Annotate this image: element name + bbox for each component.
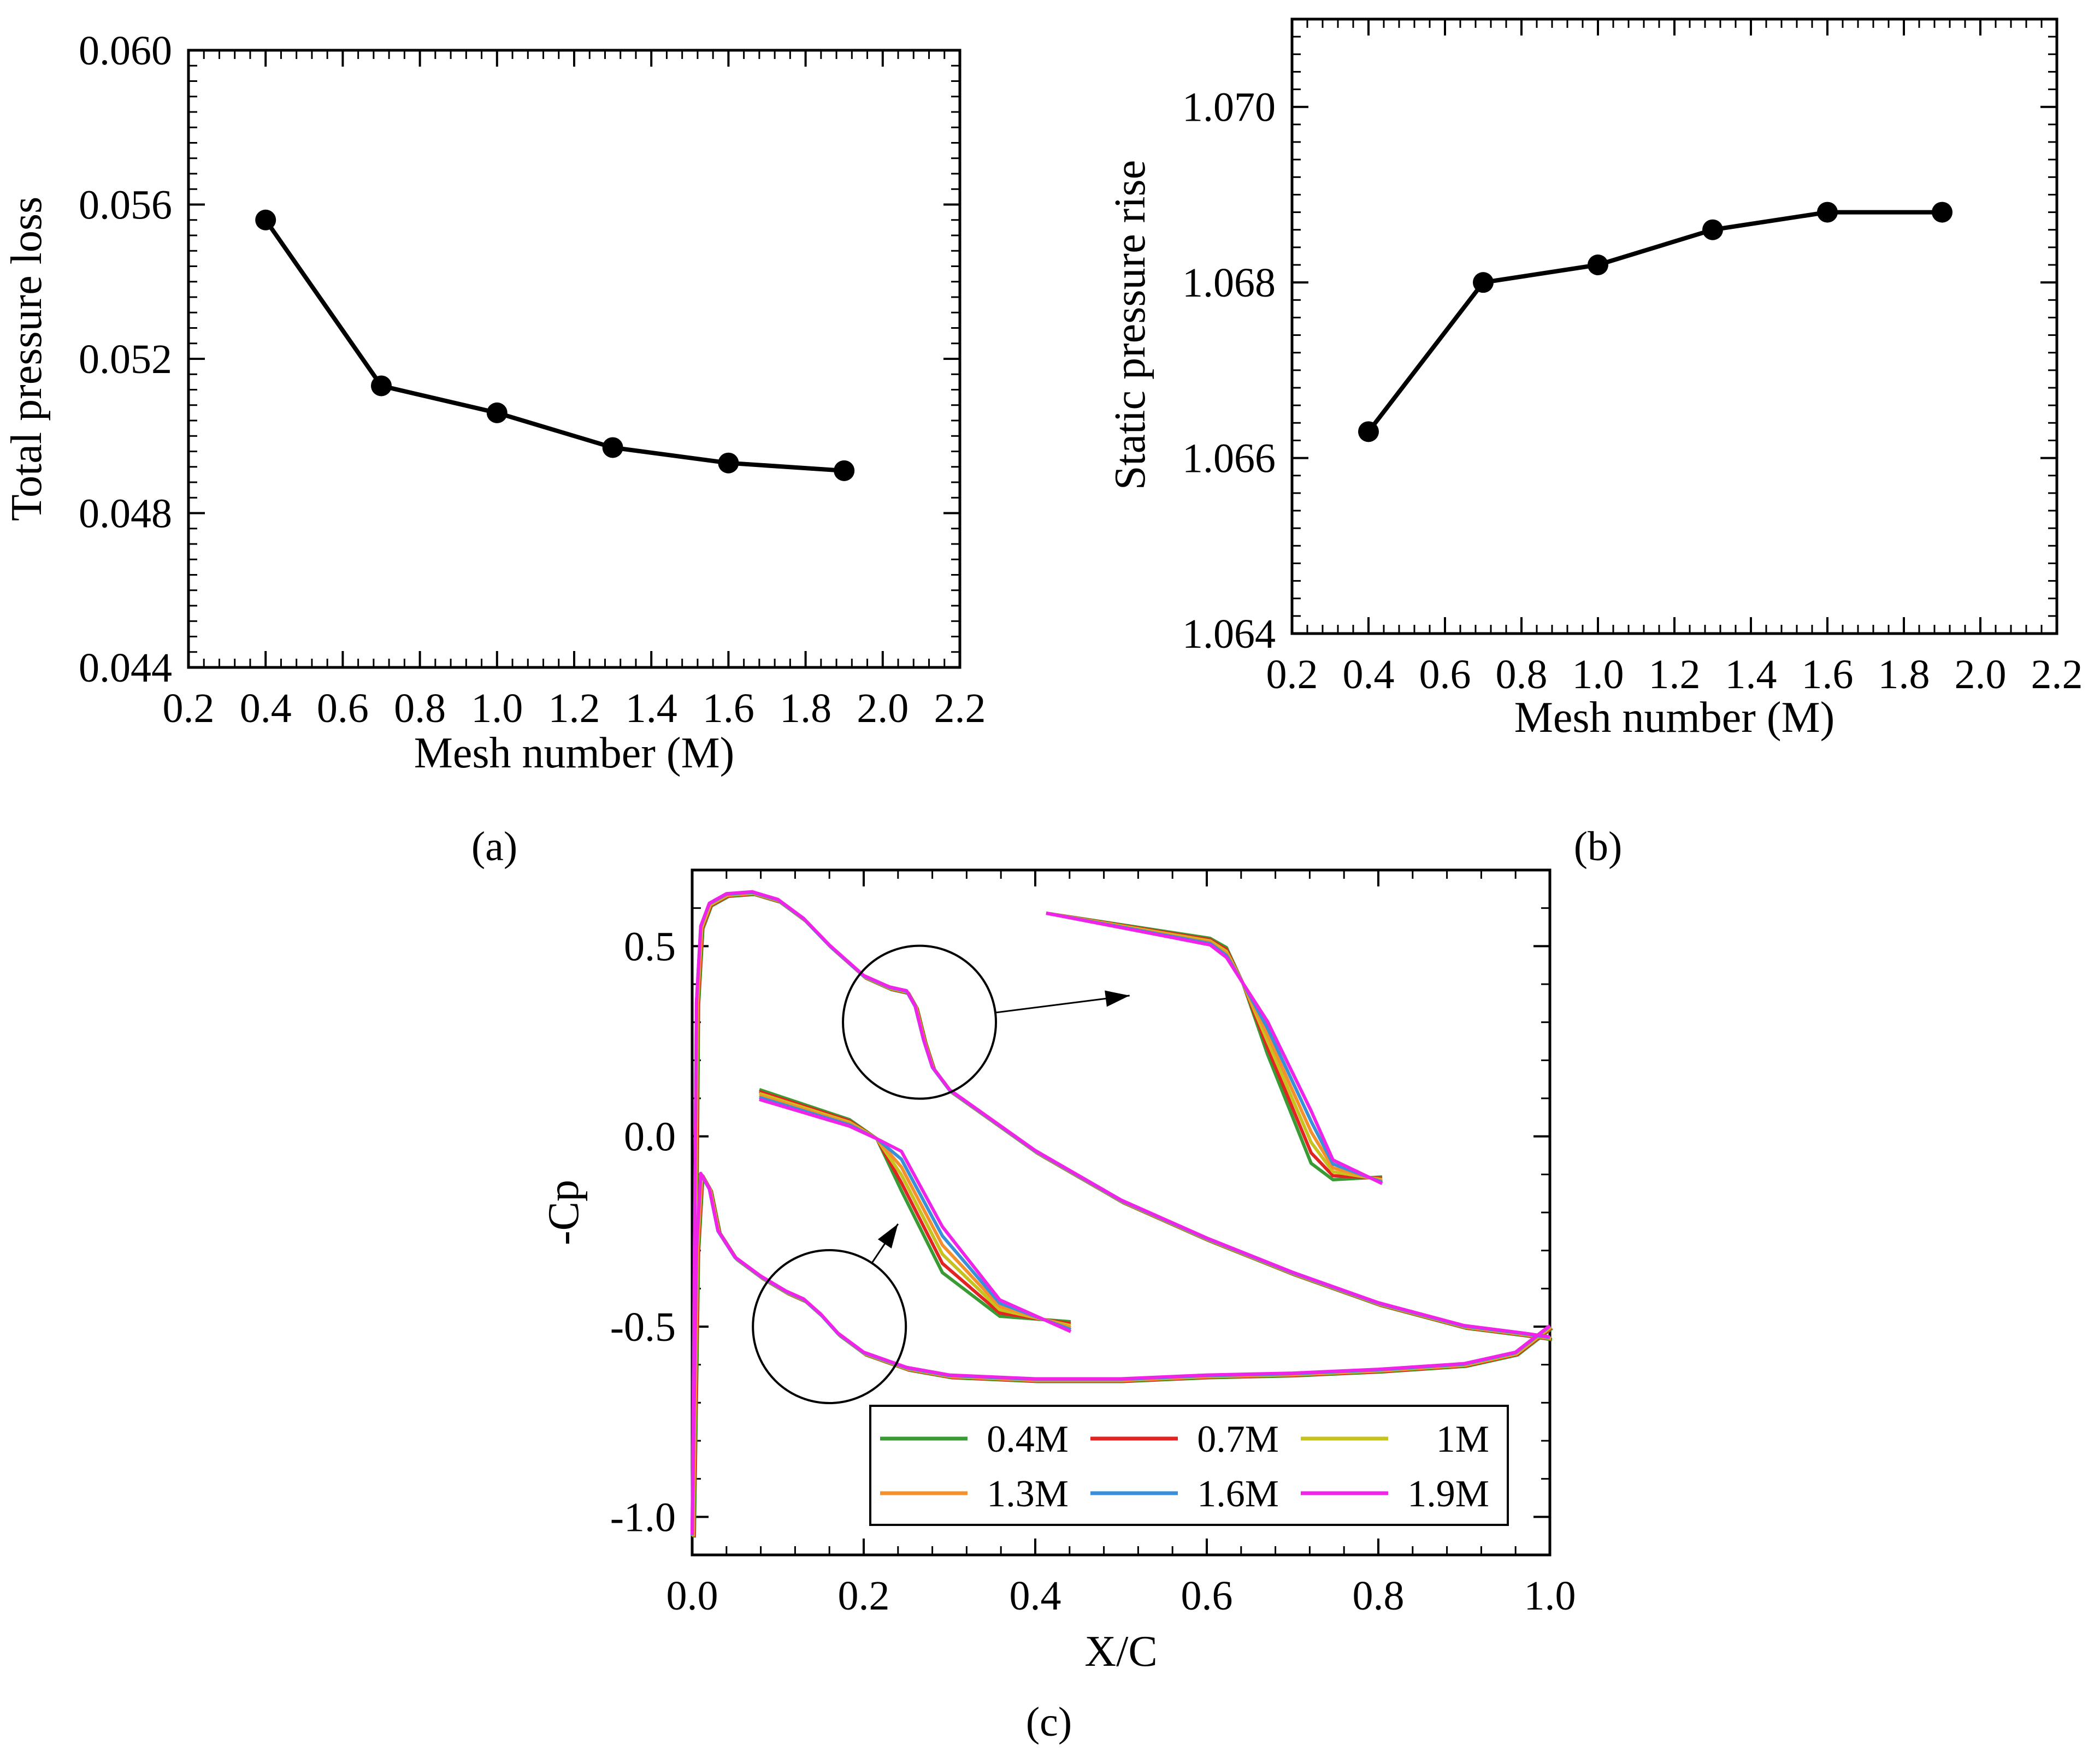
y-tick-label: 0.056 — [79, 182, 172, 228]
x-tick-label: 1.0 — [471, 685, 523, 731]
legend-label-1.9M: 1.9M — [1407, 1473, 1489, 1515]
caption-a: (a) — [471, 824, 517, 869]
x-axis-title: X/C — [1084, 1628, 1157, 1676]
x-tick-label: 2.0 — [1955, 652, 2007, 697]
data-point-b — [1588, 255, 1608, 275]
legend-label-0.4M: 0.4M — [987, 1418, 1069, 1460]
zoom-circle-2 — [752, 1249, 907, 1404]
y-tick-label: 0.0 — [624, 1114, 676, 1160]
zoom-inset-suction-1M — [1046, 912, 1383, 1181]
zoom-arrowhead-2 — [877, 1223, 898, 1249]
y-axis-title: -Cp — [540, 1180, 588, 1245]
zoom-circle-1 — [842, 944, 998, 1100]
x-tick-label: 0.0 — [666, 1573, 718, 1619]
x-tick-label: 1.6 — [703, 685, 754, 731]
x-axis-title: Mesh number (M) — [414, 729, 735, 777]
x-tick-label: 1.6 — [1802, 652, 1854, 697]
zoom-inset-pressure-0.7M — [759, 1090, 1071, 1326]
data-point-a — [602, 437, 623, 458]
zoom-inset-pressure-1.9M — [759, 1098, 1072, 1333]
legend-label-0.7M: 0.7M — [1197, 1418, 1279, 1460]
x-tick-label: 1.4 — [626, 685, 677, 731]
data-point-b — [1473, 272, 1494, 293]
x-tick-label: 1.0 — [1524, 1573, 1576, 1619]
x-axis-title: Mesh number (M) — [1514, 694, 1835, 742]
legend-label-1.6M: 1.6M — [1197, 1473, 1279, 1515]
y-tick-label: 0.5 — [624, 924, 676, 969]
y-tick-label: -1.0 — [610, 1494, 676, 1540]
cp-curves — [691, 890, 1553, 1538]
legend-label-1M: 1M — [1436, 1418, 1489, 1460]
zoom-inset-pressure-0.4M — [759, 1088, 1071, 1323]
y-tick-label: 1.070 — [1182, 85, 1276, 131]
plot-frame-a — [187, 49, 961, 669]
y-tick-label: 1.066 — [1182, 436, 1276, 482]
zoom-inset-suction-1.9M — [1046, 912, 1383, 1185]
x-tick-label: 1.2 — [548, 685, 600, 731]
x-tick-label: 0.8 — [1496, 652, 1548, 697]
data-point-b — [1702, 219, 1723, 240]
x-tick-label: 2.2 — [2031, 652, 2083, 697]
x-tick-label: 0.6 — [1419, 652, 1471, 697]
legend-label-1.3M: 1.3M — [987, 1473, 1069, 1515]
x-tick-label: 1.8 — [780, 685, 831, 731]
y-tick-label: 1.068 — [1182, 260, 1276, 306]
panel-b-static-pressure-rise: 0.2 0.4 0.6 0.8 1.0 1.2 1.4 1.6 1.8 2.0 2.2 1.064 1.… — [1106, 17, 2083, 742]
data-point-a — [718, 452, 739, 474]
zoom-inset-suction-0.7M — [1046, 912, 1383, 1180]
y-tick-label: -0.5 — [610, 1304, 676, 1350]
zoom-arrowhead-1 — [1105, 990, 1130, 1007]
data-point-b — [1817, 202, 1838, 223]
data-point-b — [1932, 202, 1952, 223]
cp-series-1.9M-suction — [691, 890, 1550, 1535]
y-tick-label: 0.048 — [79, 491, 172, 537]
legend-c: 0.4M 0.7M 1M 1.3M 1.6M 1.9M — [869, 1405, 1509, 1526]
x-tick-label: 0.6 — [317, 685, 369, 731]
data-point-a — [255, 209, 276, 230]
x-tick-label: 1.8 — [1878, 652, 1930, 697]
x-tick-label: 0.6 — [1181, 1573, 1233, 1619]
x-tick-label: 0.2 — [838, 1573, 890, 1619]
series-line-a — [263, 218, 845, 473]
x-tick-label: 0.2 — [163, 685, 215, 731]
y-tick-label: 0.060 — [79, 28, 172, 74]
x-tick-label: 0.8 — [1353, 1573, 1405, 1619]
zoom-inset-pressure-1.6M — [759, 1096, 1072, 1332]
data-point-a — [371, 375, 392, 397]
y-axis-title: Total pressure loss — [3, 197, 51, 521]
x-tick-label: 2.0 — [857, 685, 909, 731]
x-tick-label: 1.2 — [1649, 652, 1701, 697]
x-tick-label: 1.0 — [1572, 652, 1624, 697]
zoom-inset-pressure — [759, 1088, 1072, 1333]
plot-frame-b — [1290, 17, 2058, 635]
zoom-inset-suction — [1046, 912, 1383, 1185]
x-tick-label: 2.2 — [934, 685, 986, 731]
zoom-inset-suction-0.4M — [1046, 912, 1383, 1181]
x-tick-label: 0.8 — [394, 685, 446, 731]
y-tick-label: 1.064 — [1182, 611, 1276, 657]
y-tick-label: 0.044 — [79, 645, 172, 691]
zoom-inset-suction-1.6M — [1046, 912, 1383, 1184]
x-tick-label: 0.2 — [1266, 652, 1318, 697]
caption-c: (c) — [1026, 1699, 1072, 1745]
x-tick-label: 0.4 — [1010, 1573, 1061, 1619]
data-point-a — [486, 402, 508, 423]
data-point-b — [1358, 421, 1379, 442]
legend-box — [869, 1405, 1509, 1526]
y-tick-label: 0.052 — [79, 336, 172, 382]
x-tick-label: 0.4 — [1343, 652, 1395, 697]
caption-b: (b) — [1574, 824, 1623, 869]
panel-c-pressure-coefficient: 0.0 0.2 0.4 0.6 0.8 1.0 -1.0 -0.5 0.0 0.5 X/C -Cp 0.… — [540, 868, 1576, 1676]
zoom-inset-suction-1.3M — [1046, 912, 1383, 1183]
x-tick-label: 1.4 — [1725, 652, 1777, 697]
series-line-b — [1366, 210, 1942, 433]
data-point-a — [834, 460, 855, 481]
cp-series-1.9M-pressure — [691, 1172, 1551, 1535]
panel-a-total-pressure-loss: 0.2 0.4 0.6 0.8 1.0 1.2 1.4 1.6 1.8 2.0 2.2 0.044 0.… — [3, 28, 986, 777]
x-tick-label: 0.4 — [240, 685, 292, 731]
y-axis-title: Static pressure rise — [1106, 160, 1154, 490]
